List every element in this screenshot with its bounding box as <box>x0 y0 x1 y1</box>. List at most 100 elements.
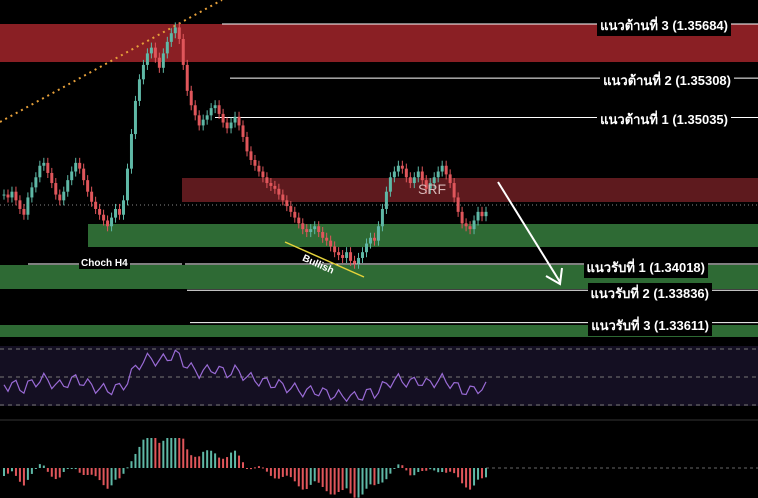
candle-body <box>265 177 269 184</box>
candle-body <box>70 171 74 181</box>
candle-body <box>364 243 368 253</box>
candle-body <box>420 171 424 181</box>
candle-body <box>94 201 98 209</box>
histogram-bar <box>206 450 209 468</box>
histogram-bar <box>409 468 412 476</box>
candle-body <box>384 191 388 209</box>
candle-body <box>189 90 193 106</box>
histogram-bar <box>226 457 229 468</box>
candle-body <box>177 27 181 39</box>
histogram-bar <box>54 468 57 480</box>
histogram-bar <box>429 468 432 470</box>
support-zone-upper <box>88 224 758 247</box>
histogram-bar <box>313 468 316 482</box>
candle-body <box>293 211 297 218</box>
histogram-bar <box>158 442 161 468</box>
histogram-bar <box>46 468 49 472</box>
histogram-bar <box>321 468 324 487</box>
support-zone-bottom <box>0 325 758 337</box>
candle-body <box>452 183 456 198</box>
histogram-bar <box>445 468 448 473</box>
histogram-bar <box>166 438 169 468</box>
candle-body <box>428 183 432 189</box>
candle-body <box>2 194 6 196</box>
candle-body <box>233 116 237 123</box>
candle-body <box>225 122 229 129</box>
candle-body <box>125 168 129 201</box>
candle-body <box>440 165 444 172</box>
rsi-line <box>3 349 487 403</box>
candle-body <box>50 172 54 184</box>
histogram-bar <box>138 446 141 468</box>
candle-body <box>221 113 225 123</box>
rsi-panel <box>0 346 758 406</box>
histogram-bar <box>122 468 125 474</box>
histogram-bar <box>369 468 372 485</box>
candle-body <box>118 208 122 215</box>
histogram-bar <box>102 468 105 486</box>
histogram-bar <box>385 468 388 480</box>
candle-body <box>476 211 480 221</box>
histogram-bar <box>214 453 217 468</box>
candle-body <box>66 180 70 192</box>
histogram-bar <box>150 438 153 468</box>
histogram-bar <box>130 461 133 468</box>
histogram-bar <box>345 468 348 489</box>
candle-body <box>412 177 416 184</box>
candle-body <box>301 223 305 230</box>
histogram-bar <box>405 468 408 471</box>
histogram-bar <box>222 458 225 468</box>
histogram-bar <box>146 438 149 468</box>
histogram-bar <box>317 468 320 483</box>
histogram-bar <box>365 468 368 489</box>
histogram-bar <box>453 468 456 474</box>
candle-body <box>58 194 62 201</box>
candle-body <box>38 165 42 178</box>
bullish-divergence-line <box>284 241 365 278</box>
histogram-bar <box>126 467 129 469</box>
candle-body <box>18 200 22 209</box>
histogram-bar <box>273 468 276 479</box>
histogram-bar <box>329 468 332 495</box>
candle-body <box>237 116 241 126</box>
candle-body <box>253 159 257 166</box>
candle-body <box>321 232 325 238</box>
candle-body <box>456 197 460 212</box>
histogram-bar <box>118 468 121 479</box>
choch-label: Choch H4 <box>79 258 130 269</box>
candle-body <box>345 252 349 258</box>
candle-body <box>400 165 404 169</box>
candle-body <box>257 165 261 172</box>
resistance-3-label: แนวต้านที่ 3 (1.35684) <box>597 15 731 36</box>
histogram-bar <box>473 468 476 486</box>
candle-body <box>436 171 440 178</box>
candle-body <box>392 171 396 178</box>
candle-body <box>472 220 476 230</box>
histogram-bar <box>162 440 165 468</box>
support-3-label: แนวรับที่ 3 (1.33611) <box>588 315 712 336</box>
histogram-bar <box>281 468 284 477</box>
histogram-bar <box>78 468 81 473</box>
histogram-bar <box>34 468 37 469</box>
histogram-bar <box>289 468 292 478</box>
histogram-bar <box>417 468 420 473</box>
candle-body <box>241 125 245 137</box>
histogram-bar <box>242 462 245 468</box>
histogram-bar <box>38 464 41 468</box>
trendline <box>0 0 223 123</box>
candle-body <box>297 217 301 224</box>
histogram-bar <box>457 468 460 478</box>
candle-body <box>74 162 78 172</box>
candle-body <box>201 119 205 126</box>
candle-body <box>357 257 361 264</box>
resistance-1-label: แนวต้านที่ 1 (1.35035) <box>597 109 731 130</box>
histogram-bar <box>253 467 256 469</box>
candle-body <box>329 240 333 247</box>
histogram-bar <box>134 453 137 468</box>
candle-body <box>137 79 141 101</box>
histogram-bar <box>261 467 264 469</box>
candle-body <box>277 188 281 195</box>
histogram-bar <box>178 438 181 468</box>
candle-body <box>106 220 110 227</box>
candle-body <box>313 226 317 230</box>
